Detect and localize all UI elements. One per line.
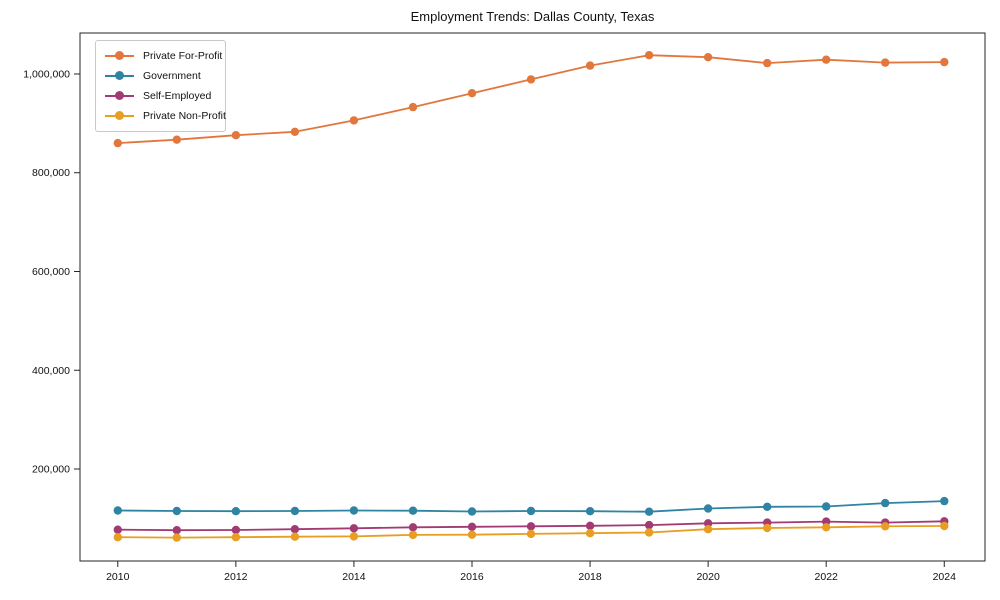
data-point-government-2011 [172,506,181,516]
data-point-self-employed-2011 [172,526,181,535]
data-point-private-non-profit-2013 [290,532,300,541]
legend-label: Private For-Profit [143,50,223,62]
x-tick-label: 2018 [578,571,602,583]
data-point-government-2018 [585,507,595,516]
legend-label: Self-Employed [143,90,212,102]
legend-item-self-employed: Self-Employed [105,86,217,106]
legend-item-private-non-profit: Private Non-Profit [105,106,226,126]
data-point-self-employed-2010 [113,525,123,534]
data-point-private-non-profit-2015 [408,530,418,540]
x-tick-label: 2024 [933,571,957,583]
series-line-private-for-profit [116,54,946,145]
x-tick-label: 2010 [106,571,130,583]
data-point-government-2010 [113,506,123,515]
data-point-private-non-profit-2017 [526,529,536,539]
y-tick-label: 200,000 [32,464,70,476]
data-point-government-2016 [467,507,477,516]
data-point-self-employed-2015 [408,523,418,532]
data-point-private-for-profit-2019 [644,51,654,60]
data-point-self-employed-2019 [644,520,654,530]
y-tick-label: 400,000 [32,365,70,377]
data-point-private-for-profit-2013 [290,127,300,136]
axes-frame [79,32,986,562]
x-tick-label: 2020 [696,571,720,583]
data-point-private-non-profit-2020 [703,525,713,534]
legend-item-private-for-profit: Private For-Profit [105,46,222,66]
data-point-government-2012 [231,507,241,516]
data-point-government-2022 [822,502,831,511]
data-point-government-2020 [703,504,713,513]
y-tick-label: 800,000 [32,167,70,179]
data-point-private-for-profit-2016 [467,89,477,98]
data-point-private-non-profit-2011 [172,533,181,542]
data-point-government-2024 [940,496,949,506]
data-point-self-employed-2013 [290,525,300,534]
data-point-private-for-profit-2024 [940,57,949,67]
legend-label: Private Non-Profit [143,110,226,122]
x-tick-label: 2016 [460,571,484,583]
data-point-private-non-profit-2012 [231,533,241,542]
legend-marker-self-employed [105,91,134,101]
data-point-private-non-profit-2018 [585,529,595,538]
data-point-government-2013 [290,506,300,516]
legend-marker-private-for-profit [105,51,134,61]
x-tick-label: 2014 [342,571,366,583]
data-point-private-non-profit-2023 [881,522,890,531]
data-point-government-2017 [526,506,536,516]
data-point-private-for-profit-2012 [231,131,241,140]
data-point-private-for-profit-2022 [822,55,831,64]
data-point-private-for-profit-2020 [703,53,713,62]
data-point-government-2023 [881,498,890,508]
data-point-self-employed-2020 [703,519,713,528]
legend-item-government: Government [105,66,217,86]
data-point-government-2021 [763,502,772,511]
legend-marker-government [105,71,134,81]
legend: Private For-Profit Government Self-Emplo… [95,40,226,132]
legend-label: Government [143,70,201,82]
y-tick-label: 1,000,000 [23,68,70,80]
data-point-self-employed-2012 [231,525,241,535]
data-point-private-for-profit-2017 [526,75,536,84]
data-point-government-2014 [349,506,359,515]
data-point-self-employed-2016 [467,522,477,531]
data-point-private-for-profit-2011 [172,135,181,144]
data-point-self-employed-2017 [526,522,536,531]
x-tick-label: 2012 [224,571,248,583]
data-point-self-employed-2018 [585,521,595,530]
data-point-private-for-profit-2015 [408,102,418,112]
data-point-private-for-profit-2018 [585,61,595,70]
x-tick-label: 2022 [815,571,839,583]
data-point-government-2019 [644,507,654,516]
legend-marker-private-non-profit [105,111,134,121]
data-point-private-non-profit-2016 [467,530,477,539]
data-point-private-non-profit-2022 [822,523,831,532]
y-tick-label: 600,000 [32,266,70,278]
data-point-government-2015 [408,506,418,515]
data-point-private-non-profit-2019 [644,528,654,537]
data-point-self-employed-2014 [349,524,359,533]
data-point-private-non-profit-2010 [113,533,123,542]
data-point-private-non-profit-2021 [763,523,772,533]
data-point-private-for-profit-2023 [881,58,890,67]
data-point-private-non-profit-2024 [940,521,949,531]
chart-title: Employment Trends: Dallas County, Texas [410,9,655,24]
data-point-private-for-profit-2014 [349,116,359,125]
data-point-private-for-profit-2021 [763,58,772,68]
data-point-private-non-profit-2014 [349,532,359,541]
data-point-private-for-profit-2010 [113,138,123,148]
